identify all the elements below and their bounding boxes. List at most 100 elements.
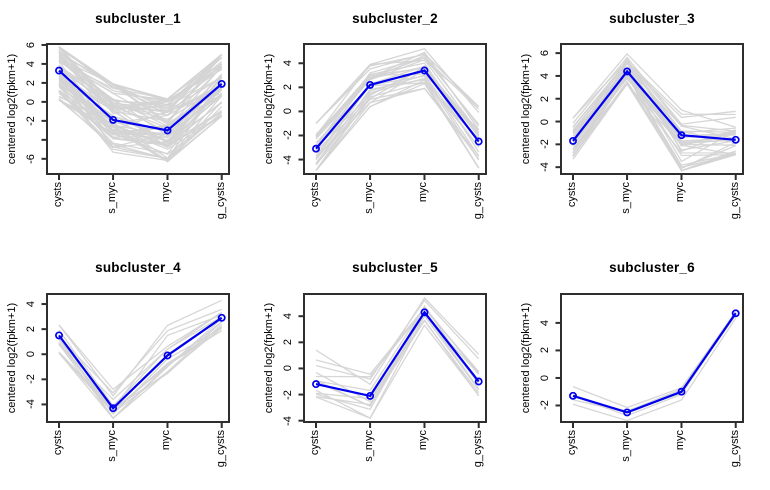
member-profile-line	[315, 79, 480, 171]
x-tick-label: g_cysts	[214, 430, 227, 468]
plot-border	[560, 43, 744, 175]
member-profile-line	[58, 308, 222, 394]
y-tick-label: -2	[282, 130, 294, 141]
plot-border	[303, 43, 487, 175]
y-tick-label: 0	[282, 108, 294, 115]
y-tick-label: 4	[539, 319, 551, 326]
member-profile-line	[315, 305, 480, 392]
x-tick-label: cysts	[566, 182, 578, 208]
panel-plot-svg	[555, 293, 744, 428]
member-profile-line	[572, 61, 736, 153]
x-tick-label: cysts	[566, 430, 578, 456]
member-profile-line	[58, 329, 223, 414]
mean-point-marker	[474, 377, 483, 386]
y-tick-label: 2	[282, 339, 294, 346]
mean-point-marker	[366, 391, 375, 400]
member-profile-line	[58, 89, 223, 139]
y-tick-label: -4	[539, 162, 551, 173]
mean-point-marker	[312, 144, 320, 153]
mean-point-marker	[677, 131, 686, 140]
x-tick-label: myc	[674, 182, 687, 203]
member-profile-line	[572, 52, 736, 128]
y-tick-label: 0	[539, 118, 551, 125]
y-tick-label: 2	[25, 326, 37, 333]
y-tick-label: 0	[25, 98, 37, 105]
mean-profile-line	[315, 69, 480, 150]
mean-point-marker	[623, 67, 632, 76]
member-profile-line	[58, 99, 223, 163]
mean-point-marker	[474, 137, 483, 146]
member-profile-line	[58, 53, 223, 111]
subcluster-6-panel: subcluster_6 centered log2(fpkm+1) 4 2 0 -2 cy…	[514, 245, 770, 490]
mean-point-marker	[109, 404, 118, 413]
y-tick-label: 4	[539, 72, 551, 79]
x-tick-label: s_myc	[106, 182, 119, 214]
mean-profile-line	[572, 312, 737, 414]
member-profile-line	[58, 299, 222, 397]
x-tick-label: myc	[674, 430, 687, 451]
y-tick-label: 2	[282, 84, 294, 91]
member-profile-line	[315, 51, 480, 138]
x-tick-label: s_myc	[620, 182, 633, 214]
y-tick-label: 2	[539, 347, 551, 354]
mean-point-marker	[677, 387, 686, 396]
member-profile-line	[58, 326, 223, 420]
member-profile-line	[58, 95, 223, 148]
plot-border	[46, 293, 230, 423]
y-tick-label: 2	[539, 95, 551, 102]
panel-plot-svg	[41, 293, 230, 428]
subcluster-2-panel: subcluster_2 centered log2(fpkm+1) 4 2 0 -2 -4…	[257, 0, 514, 245]
member-profile-line	[58, 74, 223, 133]
member-profile-line	[58, 46, 223, 100]
mean-point-marker	[731, 135, 740, 144]
mean-point-marker	[217, 79, 226, 88]
panel-title: subcluster_6	[609, 260, 695, 275]
mean-point-marker	[217, 313, 226, 322]
member-profile-line	[58, 312, 223, 391]
member-profile-line	[572, 68, 736, 134]
mean-point-marker	[420, 66, 429, 75]
member-profile-line	[315, 299, 480, 380]
mean-profile	[569, 67, 740, 145]
y-tick-label: 4	[25, 300, 37, 308]
mean-profile	[569, 309, 740, 417]
member-profile-line	[572, 82, 736, 169]
x-tick-label: g_cysts	[214, 182, 227, 220]
member-profile-line	[58, 311, 223, 407]
y-tick-label: -2	[25, 374, 37, 385]
member-profile-line	[58, 56, 223, 122]
plot-border	[560, 293, 744, 423]
mean-point-marker	[623, 408, 632, 417]
y-tick-label: 6	[25, 41, 37, 48]
mean-profile	[312, 308, 483, 400]
member-profile-line	[58, 54, 223, 127]
member-profile-line	[572, 317, 737, 422]
member-profile-line	[58, 99, 223, 150]
y-tick-label: -4	[25, 399, 37, 410]
member-profiles	[572, 52, 737, 172]
x-tick-label: cysts	[52, 430, 64, 456]
y-tick-label: -4	[282, 154, 294, 165]
y-tick-label: -4	[282, 415, 294, 426]
member-profile-line	[572, 61, 736, 132]
mean-profile	[55, 66, 226, 135]
mean-point-marker	[55, 66, 63, 75]
panel-title: subcluster_2	[352, 11, 438, 26]
x-tick-label: s_myc	[363, 182, 376, 214]
y-tick-label: 4	[282, 60, 294, 67]
member-profile-line	[572, 72, 736, 172]
member-profile-line	[315, 319, 480, 406]
x-tick-label: s_myc	[620, 430, 633, 462]
panel-plot-svg	[298, 43, 487, 180]
x-tick-label: g_cysts	[471, 430, 484, 468]
y-tick-label: 4	[282, 313, 294, 320]
member-profile-line	[315, 75, 480, 159]
mean-profile	[312, 66, 483, 153]
mean-profile-line	[572, 69, 736, 142]
panel-plot-svg	[298, 293, 487, 428]
panel-plot-svg	[41, 43, 230, 180]
member-profile-line	[315, 58, 480, 140]
y-tick-label: -2	[539, 139, 551, 150]
y-tick-label: 0	[25, 351, 37, 358]
member-profiles	[58, 46, 223, 163]
